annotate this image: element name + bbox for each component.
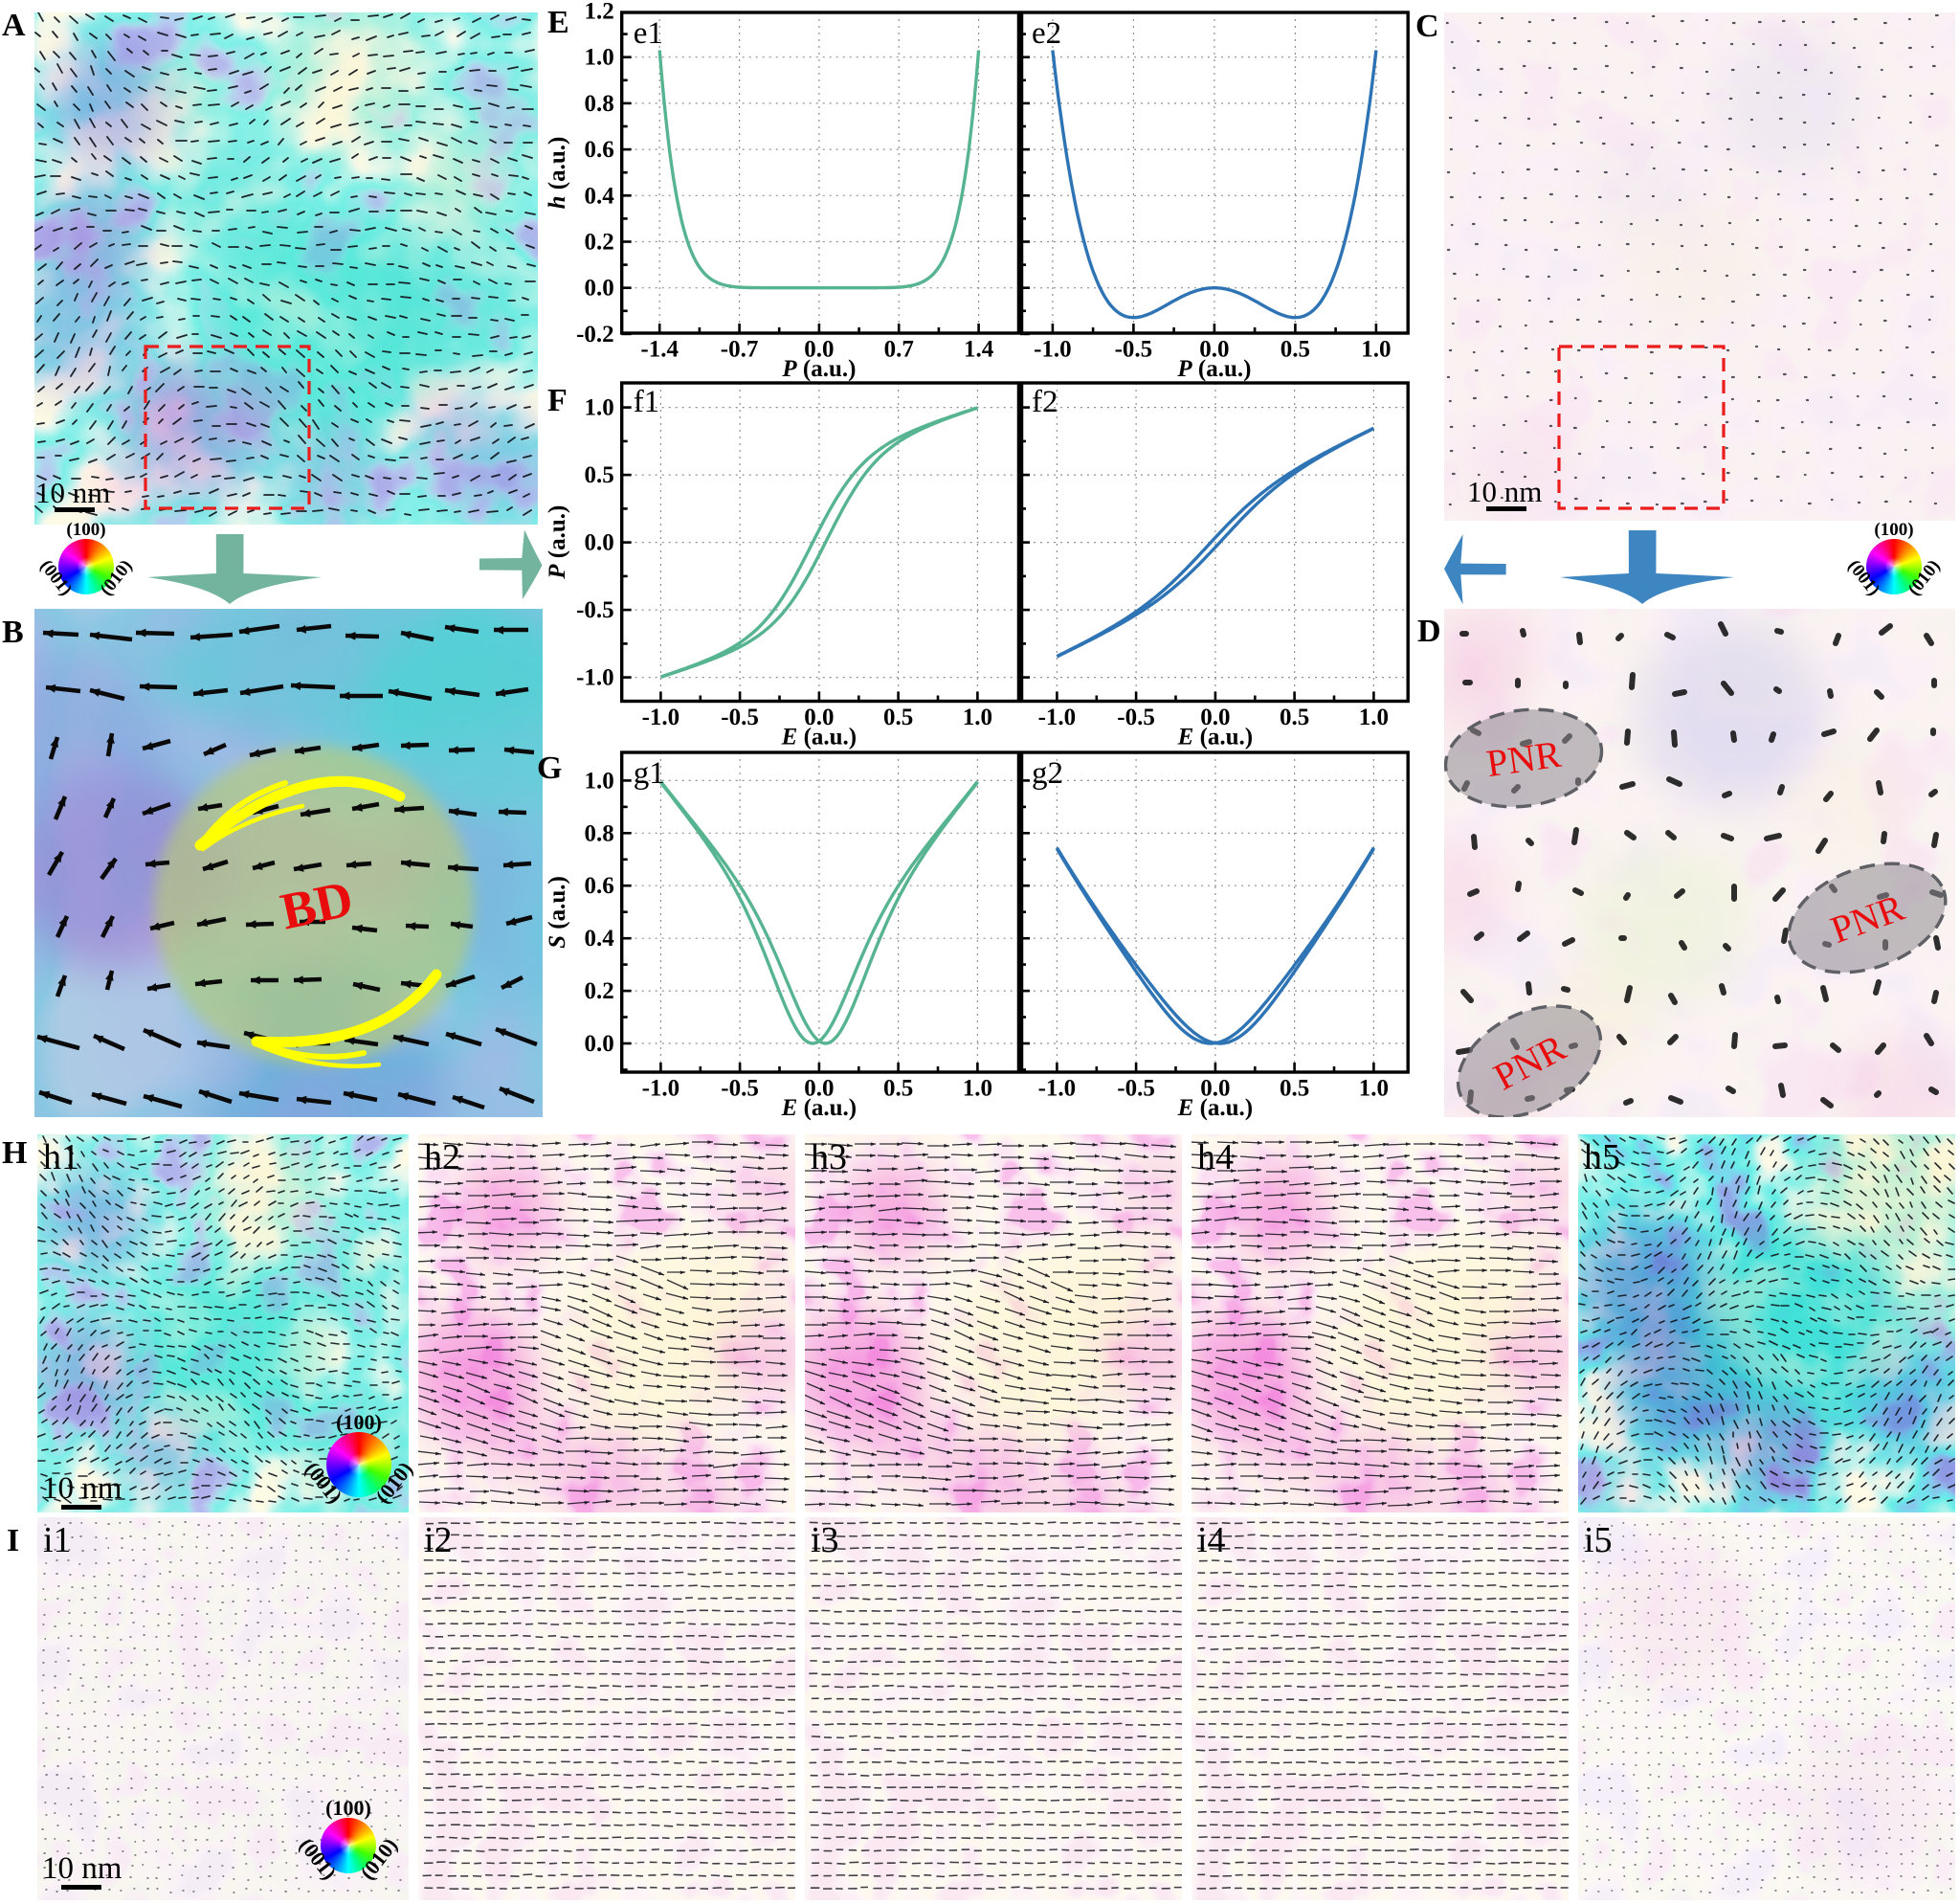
svg-text:-0.5: -0.5: [576, 597, 614, 623]
svg-text:E (a.u.): E (a.u.): [1177, 1095, 1254, 1121]
svg-text:0.5: 0.5: [883, 705, 913, 730]
svg-text:-0.7: -0.7: [721, 337, 759, 363]
svg-text:0.5: 0.5: [883, 1076, 913, 1102]
svg-text:-0.2: -0.2: [576, 322, 614, 347]
svg-text:0.4: 0.4: [584, 926, 614, 952]
svg-text:g1: g1: [634, 756, 665, 791]
svg-text:1.0: 1.0: [584, 45, 613, 71]
svg-text:1.0: 1.0: [584, 768, 613, 794]
svg-text:1.2: 1.2: [584, 0, 613, 25]
svg-text:-1.0: -1.0: [1034, 337, 1072, 363]
svg-text:0.2: 0.2: [584, 978, 613, 1004]
svg-text:0.7: 0.7: [884, 337, 914, 363]
svg-text:E (a.u.): E (a.u.): [781, 1095, 858, 1121]
svg-text:0.5: 0.5: [1281, 337, 1310, 363]
svg-text:0.6: 0.6: [584, 873, 613, 899]
svg-text:1.0: 1.0: [963, 705, 992, 730]
svg-text:-0.5: -0.5: [1115, 337, 1153, 363]
svg-text:E (a.u.): E (a.u.): [781, 725, 858, 750]
svg-text:g2: g2: [1032, 756, 1063, 791]
svg-text:h (a.u.): h (a.u.): [545, 137, 570, 210]
svg-text:0.0: 0.0: [804, 1076, 834, 1102]
svg-text:0.4: 0.4: [584, 183, 614, 209]
svg-text:-0.5: -0.5: [1117, 1076, 1155, 1102]
svg-text:1.0: 1.0: [963, 1076, 992, 1102]
svg-text:0.0: 0.0: [1200, 1076, 1230, 1102]
svg-text:P (a.u.): P (a.u.): [545, 505, 570, 580]
svg-text:1.0: 1.0: [1359, 705, 1389, 730]
svg-text:0.0: 0.0: [584, 1031, 613, 1057]
svg-text:E (a.u.): E (a.u.): [1177, 725, 1254, 750]
svg-text:-1.0: -1.0: [642, 705, 680, 730]
svg-text:f1: f1: [634, 385, 660, 419]
svg-text:0.5: 0.5: [1280, 1076, 1309, 1102]
svg-text:P (a.u.): P (a.u.): [1176, 356, 1251, 382]
svg-text:S (a.u.): S (a.u.): [545, 876, 570, 949]
svg-text:1.0: 1.0: [1359, 1076, 1389, 1102]
svg-text:0.5: 0.5: [1280, 705, 1309, 730]
svg-text:0.0: 0.0: [584, 530, 613, 556]
svg-text:0.8: 0.8: [584, 820, 613, 846]
svg-text:-1.0: -1.0: [1038, 1076, 1077, 1102]
svg-text:-1.0: -1.0: [576, 665, 614, 691]
svg-text:-1.0: -1.0: [1038, 705, 1077, 730]
svg-text:0.0: 0.0: [584, 276, 613, 302]
svg-text:0.2: 0.2: [584, 230, 613, 256]
svg-text:0.0: 0.0: [1199, 337, 1229, 363]
svg-text:f2: f2: [1032, 385, 1058, 419]
svg-text:0.0: 0.0: [1200, 705, 1230, 730]
svg-text:e1: e1: [634, 16, 663, 51]
svg-text:0.8: 0.8: [584, 91, 613, 117]
svg-text:1.4: 1.4: [964, 337, 994, 363]
svg-text:0.0: 0.0: [804, 705, 834, 730]
svg-text:1.0: 1.0: [584, 395, 613, 421]
svg-text:0.0: 0.0: [804, 337, 834, 363]
svg-text:-0.5: -0.5: [1117, 705, 1155, 730]
svg-text:-0.5: -0.5: [721, 705, 759, 730]
svg-text:1.0: 1.0: [1361, 337, 1391, 363]
svg-text:-0.5: -0.5: [721, 1076, 759, 1102]
svg-text:PNR: PNR: [1483, 732, 1564, 785]
svg-text:0.5: 0.5: [584, 462, 613, 488]
svg-text:-1.4: -1.4: [640, 337, 679, 363]
svg-text:0.6: 0.6: [584, 137, 613, 163]
svg-text:e2: e2: [1032, 16, 1061, 51]
svg-text:P (a.u.): P (a.u.): [781, 356, 856, 382]
svg-text:-1.0: -1.0: [642, 1076, 680, 1102]
